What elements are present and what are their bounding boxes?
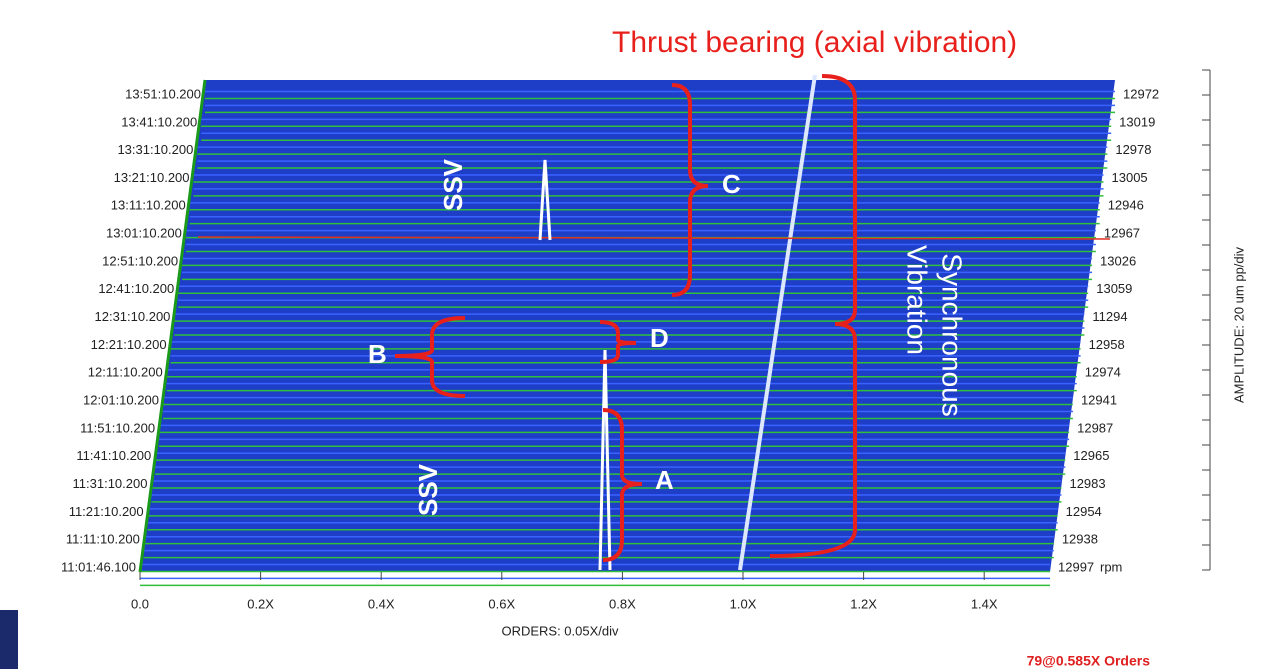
ssv-label: SSV (438, 158, 468, 211)
y2-axis-title: AMPLITUDE: 20 um pp/div (1231, 246, 1246, 403)
rpm-label: 12954 (1066, 504, 1102, 519)
rpm-label: 13026 (1100, 253, 1136, 268)
thrust-annotation: Thrust bearing (axial vibration) (612, 26, 1017, 59)
time-label: 11:31:10.200 (73, 476, 148, 491)
rpm-label: 12983 (1069, 476, 1105, 491)
time-label: 11:01:46.100 (61, 559, 136, 574)
time-label: 11:21:10.200 (69, 504, 144, 519)
time-label: 11:11:10.200 (66, 532, 140, 547)
rpm-label: 12997 (1058, 559, 1094, 574)
rpm-label: 12974 (1085, 365, 1121, 380)
ssv-label: SSV (413, 463, 443, 516)
x-tick-label: 0.2X (247, 596, 274, 611)
x-tick-label: 0.6X (488, 596, 515, 611)
time-label: 13:31:10.200 (117, 142, 193, 157)
rpm-label: 13059 (1096, 281, 1132, 296)
rpm-label: 11294 (1092, 309, 1127, 324)
time-label: 13:51:10.200 (125, 86, 201, 101)
corner-block (0, 610, 18, 669)
braces (394, 74, 857, 562)
rpm-label: 12987 (1077, 420, 1113, 435)
x-tick-label: 0.8X (609, 596, 636, 611)
time-label: 12:31:10.200 (95, 309, 171, 324)
rpm-label: 12972 (1123, 86, 1159, 101)
time-label: 13:11:10.200 (111, 198, 186, 213)
time-label: 12:01:10.200 (83, 392, 159, 407)
time-label: 13:41:10.200 (121, 114, 197, 129)
rpm-label: 12941 (1081, 392, 1117, 407)
time-label: 11:41:10.200 (76, 448, 151, 463)
time-label: 12:51:10.200 (102, 253, 178, 268)
rpm-label: 12967 (1104, 226, 1140, 241)
sync-ridge (738, 74, 817, 571)
ssv-peaks (538, 159, 612, 571)
time-label: 12:11:10.200 (88, 365, 163, 380)
rpm-label: 13019 (1119, 114, 1155, 129)
x-tick-label: 0.0 (131, 596, 149, 611)
time-label: 12:21:10.200 (91, 337, 167, 352)
rpm-label: 12965 (1073, 448, 1109, 463)
rpm-label: 12946 (1108, 198, 1144, 213)
x-tick-label: 0.4X (368, 596, 395, 611)
time-label: 11:51:10.200 (80, 420, 155, 435)
x-tick-label: 1.0X (730, 596, 757, 611)
time-label: 12:41:10.200 (98, 281, 174, 296)
x-tick-label: 1.4X (971, 596, 998, 611)
region-label: B (368, 339, 387, 369)
x-axis-title: ORDERS: 0.05X/div (501, 623, 619, 638)
sync-label: Vibration (902, 245, 933, 355)
time-label: 13:01:10.200 (106, 226, 182, 241)
region-label: C (722, 169, 741, 199)
rpm-label: 13005 (1112, 170, 1148, 185)
rpm-label: 12958 (1089, 337, 1125, 352)
cursor-line (197, 236, 1111, 240)
x-tick-label: 1.2X (850, 596, 877, 611)
rpm-label: 12978 (1115, 142, 1151, 157)
left-edge (138, 79, 207, 573)
time-label: 13:21:10.200 (114, 170, 190, 185)
cursor-readout: 79@0.585X Orders (1027, 653, 1151, 669)
rpm-label: 12938 (1062, 532, 1098, 547)
sync-label: Synchronous (937, 253, 968, 416)
region-label: D (650, 323, 669, 353)
region-label: A (655, 465, 674, 495)
rpm-unit: rpm (1100, 559, 1122, 574)
